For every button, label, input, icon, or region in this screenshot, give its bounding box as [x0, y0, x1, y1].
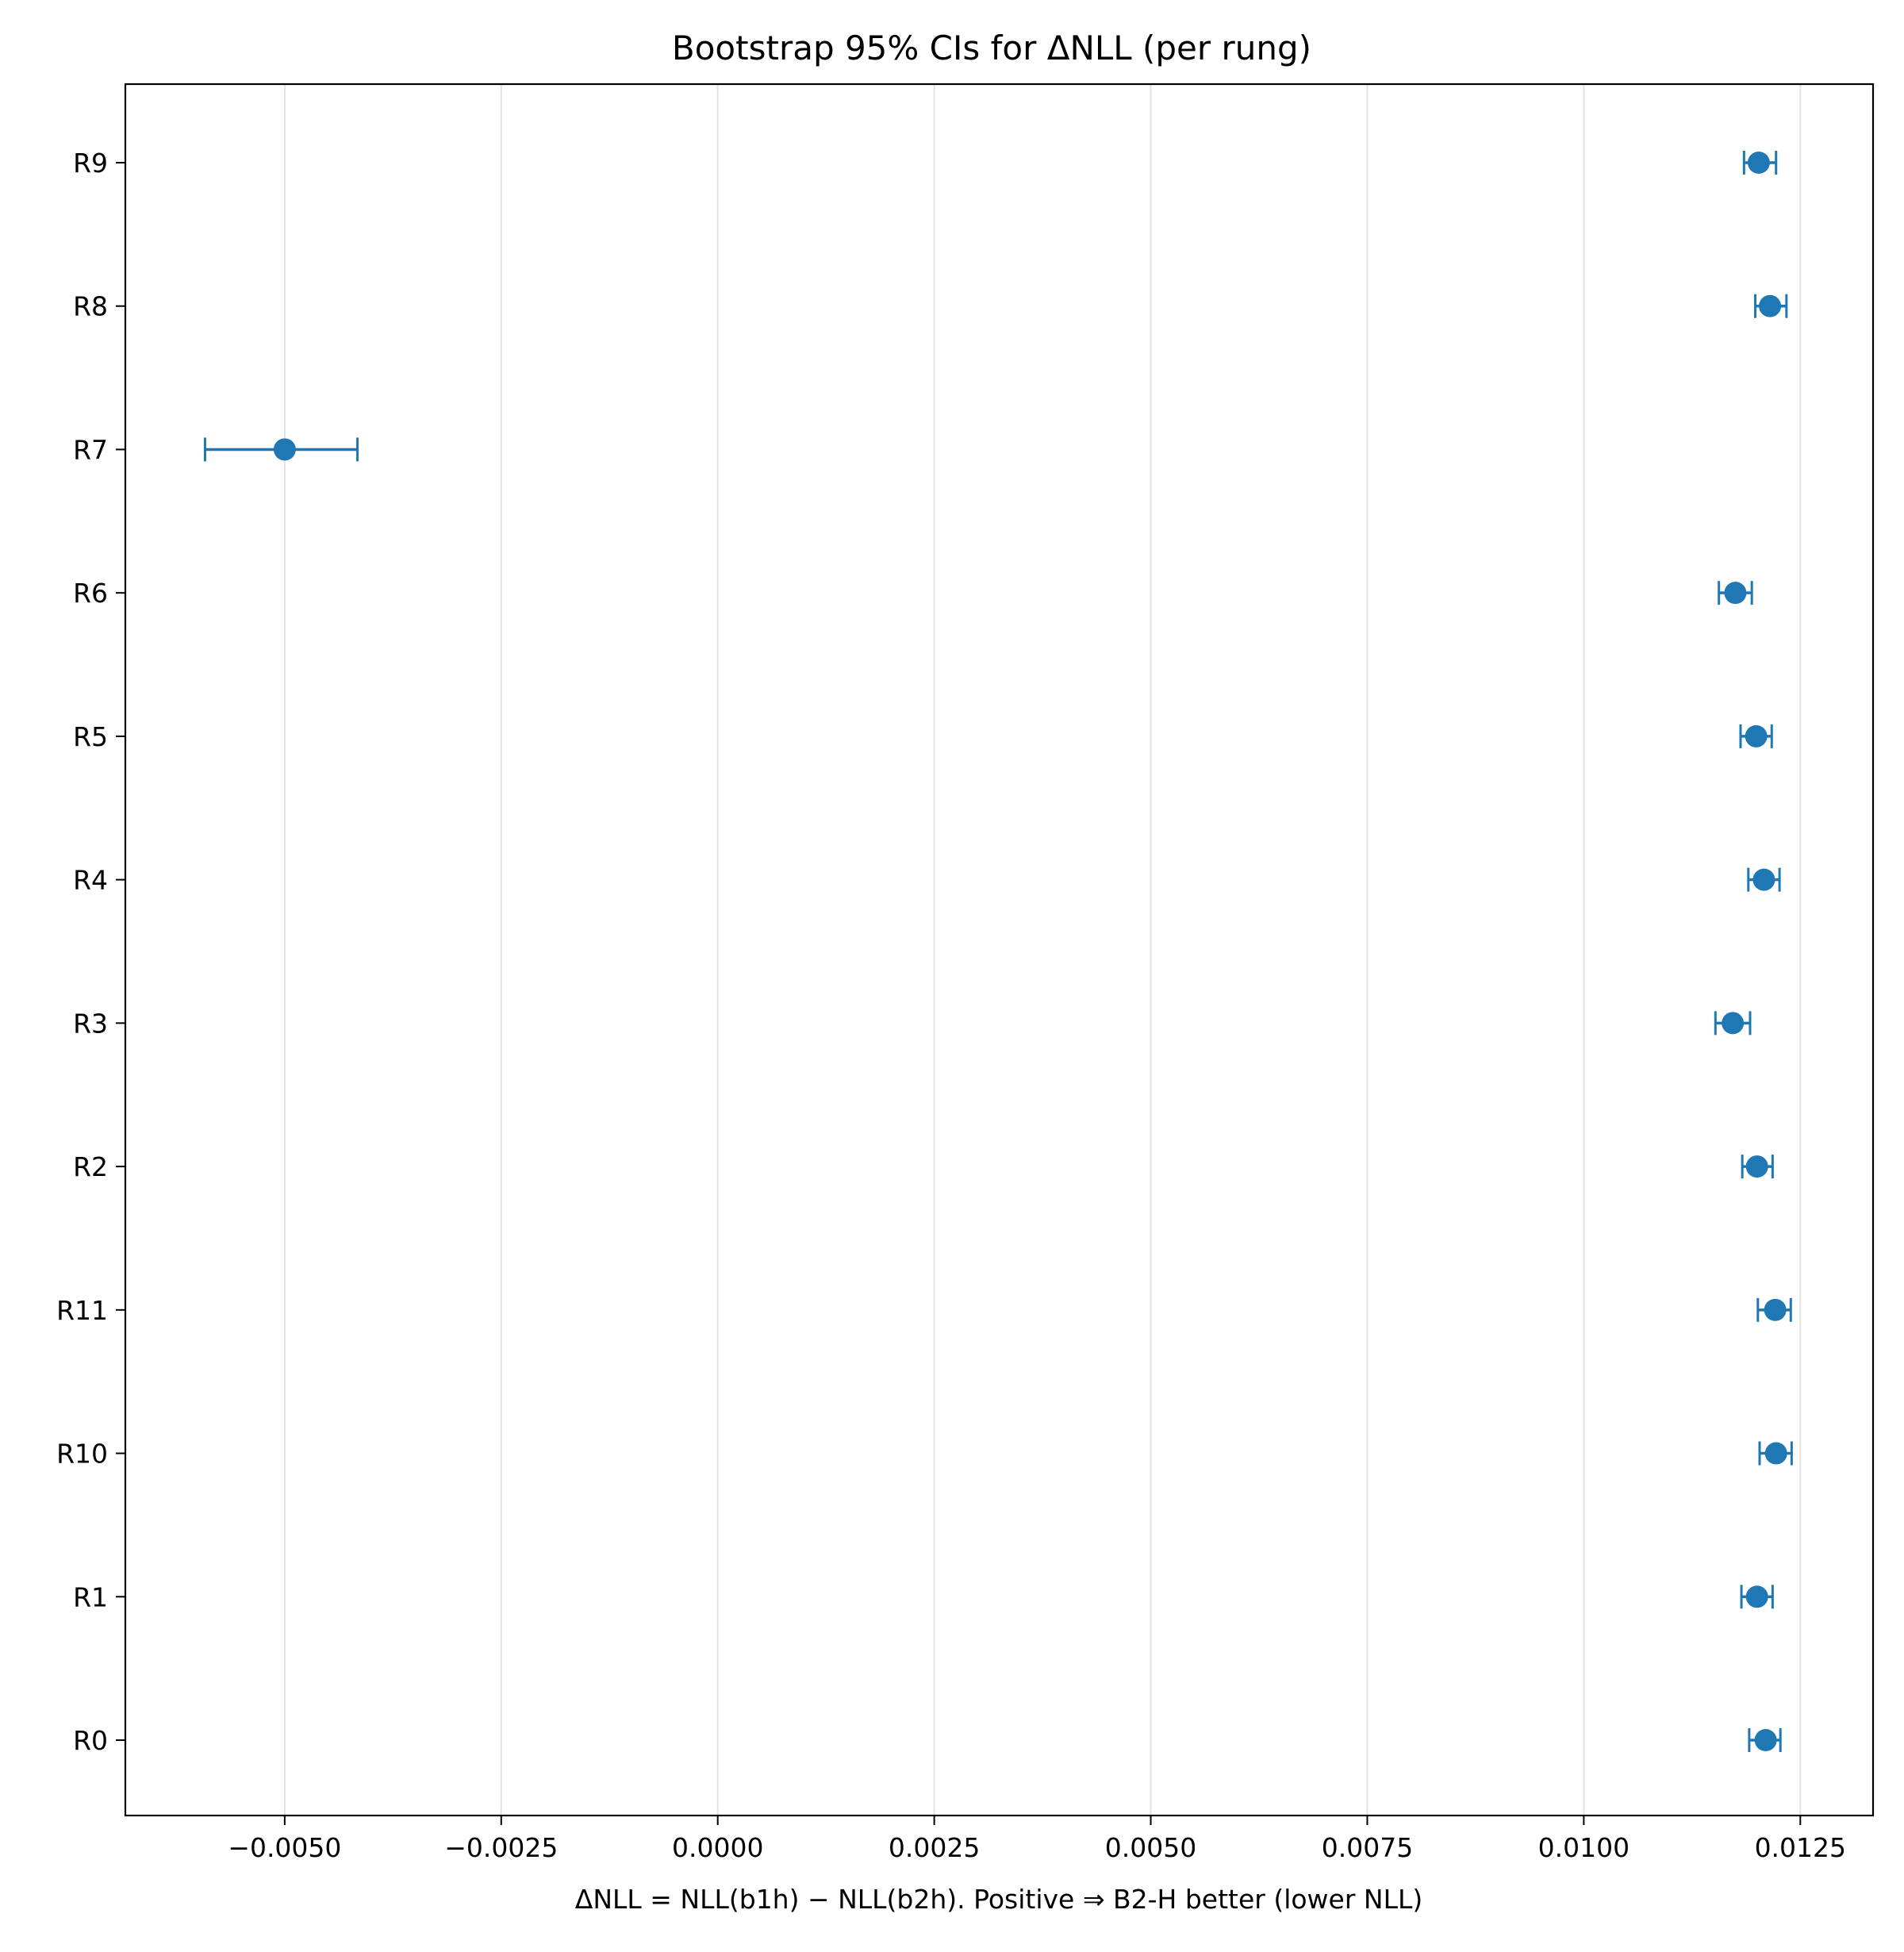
x-tick-label: 0.0075 — [1322, 1832, 1413, 1863]
point-marker — [1747, 152, 1770, 174]
chart-title: Bootstrap 95% CIs for ΔNLL (per rung) — [672, 29, 1311, 67]
x-tick-label: 0.0100 — [1538, 1832, 1630, 1863]
point-marker — [1752, 868, 1775, 891]
gridlines — [283, 84, 1802, 1816]
x-tick-label: −0.0050 — [228, 1832, 341, 1863]
plot-frame — [124, 83, 1875, 1817]
y-tick-label: R10 — [56, 1439, 108, 1470]
point-marker — [1745, 1585, 1768, 1608]
x-axis-label: ΔNLL = NLL(b1h) − NLL(b2h). Positive ⇒ B… — [575, 1884, 1423, 1915]
x-tick-label: 0.0050 — [1105, 1832, 1196, 1863]
errorbar-r5 — [1739, 724, 1773, 748]
y-tick-label: R1 — [73, 1581, 108, 1612]
point-marker — [1724, 582, 1747, 605]
y-tick-label: R11 — [56, 1295, 108, 1326]
y-axis: R0 R1 R10 R11 R2 R3 R4 R5 R6 R7 R8 R9 — [56, 148, 125, 1756]
errorbar-r1 — [1740, 1585, 1774, 1609]
y-tick-label: R5 — [73, 721, 108, 752]
y-tick-label: R2 — [73, 1151, 108, 1182]
errorbar-r4 — [1747, 867, 1781, 892]
errorbar-r2 — [1741, 1155, 1774, 1179]
errorbar-r11 — [1756, 1297, 1792, 1322]
point-marker — [1745, 724, 1768, 747]
y-tick-label: R4 — [73, 865, 108, 896]
y-tick-label: R8 — [73, 291, 108, 322]
y-tick-label: R3 — [73, 1008, 108, 1039]
point-marker — [1759, 294, 1782, 317]
errorbar-r7 — [203, 437, 359, 462]
x-tick-label: 0.0125 — [1755, 1832, 1846, 1863]
x-tick-label: −0.0025 — [444, 1832, 558, 1863]
point-marker — [1722, 1012, 1745, 1035]
errorbar-r10 — [1758, 1441, 1793, 1466]
errorbar-r8 — [1754, 294, 1788, 318]
errorbar-r0 — [1748, 1728, 1782, 1752]
point-marker — [1754, 1729, 1777, 1751]
x-tick-label: 0.0000 — [672, 1832, 763, 1863]
errorbar-marks — [203, 151, 1793, 1752]
point-marker — [1764, 1298, 1787, 1321]
y-tick-label: R7 — [73, 434, 108, 465]
y-tick-label: R0 — [73, 1725, 108, 1756]
point-marker — [273, 438, 296, 461]
point-marker — [1745, 1155, 1768, 1178]
y-tick-label: R6 — [73, 578, 108, 609]
errorbar-r9 — [1742, 151, 1778, 175]
errorbar-r3 — [1714, 1011, 1752, 1036]
x-tick-label: 0.0025 — [889, 1832, 980, 1863]
x-axis: −0.0050 −0.0025 0.0000 0.0025 0.0050 0.0075 0.… — [228, 1816, 1846, 1863]
y-tick-label: R9 — [73, 148, 108, 179]
point-marker — [1764, 1442, 1787, 1465]
errorbar-r6 — [1718, 581, 1753, 605]
